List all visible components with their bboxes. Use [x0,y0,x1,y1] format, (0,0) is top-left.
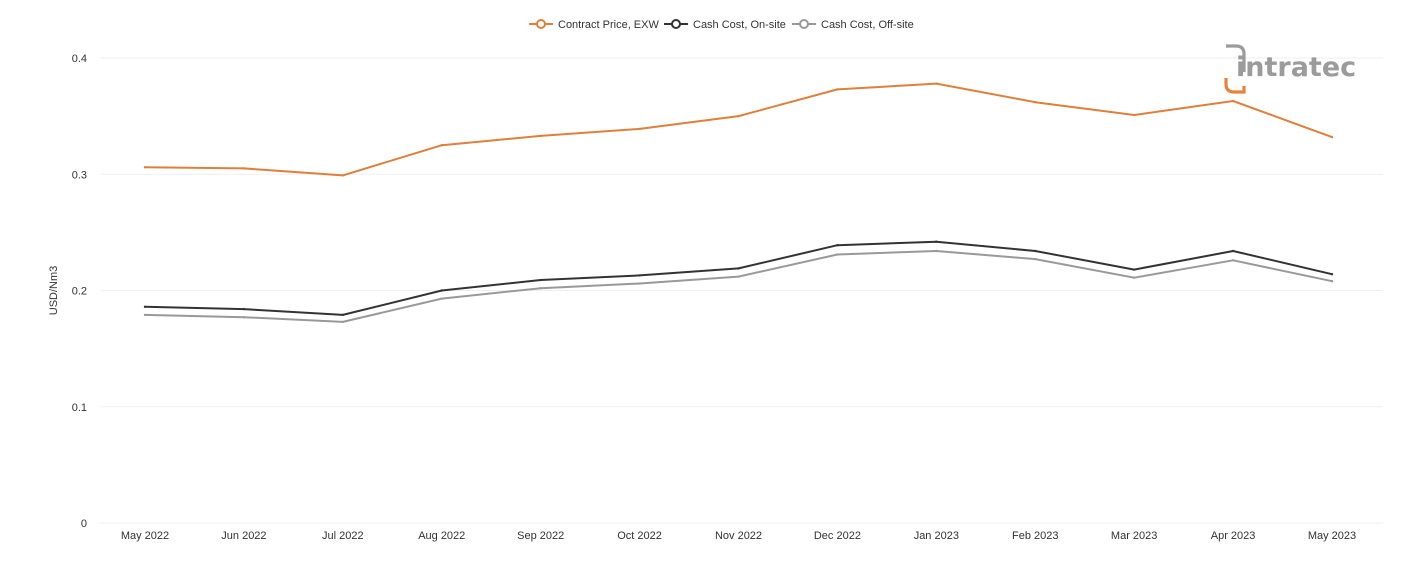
data-point [1132,276,1136,279]
data-point [341,320,345,324]
intratec-logo: intratec [1224,44,1356,94]
logo-accent-icon [1224,78,1246,94]
x-tick-label: Jul 2022 [322,530,364,542]
series-line-0 [144,82,1333,177]
y-tick-label: 0.2 [72,286,87,298]
y-tick-label: 0.1 [72,402,87,414]
data-point [638,282,641,285]
logo-text: intratec [1236,52,1356,83]
legend-marker-icon [671,19,681,29]
data-point [143,313,147,317]
data-point [935,249,938,253]
gridlines [100,57,1383,524]
data-point [242,307,246,311]
data-point [1330,273,1334,276]
y-axis-label: USD/Nm3 [48,266,60,316]
data-point [836,243,839,247]
x-tick-label: May 2022 [121,530,169,542]
data-point [1330,280,1334,283]
data-point [440,289,443,292]
legend-label: Cash Cost, On-site [693,19,786,31]
data-point [1330,135,1334,139]
data-point [539,134,542,138]
y-tick-label: 0 [81,518,87,530]
data-point [539,286,542,290]
x-tick-label: Feb 2023 [1012,530,1058,542]
data-point [836,88,839,91]
data-point [1231,259,1235,262]
data-point [1231,99,1235,103]
data-point [1034,100,1037,104]
x-tick-label: Nov 2022 [715,530,762,542]
x-tick-label: Sep 2022 [517,530,564,542]
data-point [242,316,246,319]
y-axis-ticks: 0 0.1 0.2 0.3 0.4 [72,53,87,530]
data-point [737,114,740,118]
data-point [638,127,641,131]
legend-label: Cash Cost, Off-site [821,19,914,31]
data-point [638,274,641,277]
data-point [1034,257,1037,261]
x-tick-label: Jan 2023 [914,530,959,542]
x-tick-label: Mar 2023 [1111,530,1157,542]
data-point [440,143,443,147]
x-tick-label: Oct 2022 [617,530,662,542]
x-tick-label: Apr 2023 [1211,530,1256,542]
legend-marker-icon [799,19,809,29]
legend-label: Contract Price, EXW [558,19,659,31]
series-lines [143,82,1334,324]
data-point [1132,113,1136,117]
series-line-2 [144,250,1333,323]
x-tick-label: Jun 2022 [221,530,266,542]
x-axis-ticks: May 2022 Jun 2022 Jul 2022 Aug 2022 Sep 2022… [121,530,1356,542]
data-point [737,267,740,270]
data-point [737,275,740,278]
logo-mark-icon [1226,44,1246,72]
x-tick-label: May 2023 [1308,530,1356,542]
data-point [539,278,542,282]
series-line-1 [144,240,1333,316]
data-point [143,305,147,308]
legend-marker-icon [536,19,546,29]
data-point [836,253,839,256]
data-point [440,297,443,300]
data-point [1034,249,1037,253]
data-point [341,313,345,317]
data-point [341,174,345,177]
data-point [935,240,938,243]
data-point [143,166,147,169]
data-point [1231,249,1235,253]
x-tick-label: Dec 2022 [814,530,861,542]
x-tick-label: Aug 2022 [418,530,465,542]
data-point [935,82,938,85]
legend: Contract Price, EXW Cash Cost, On-site Cas… [529,19,914,31]
y-tick-label: 0.4 [72,53,87,65]
y-tick-label: 0.3 [72,169,87,181]
data-point [242,167,246,170]
data-point [1132,268,1136,271]
